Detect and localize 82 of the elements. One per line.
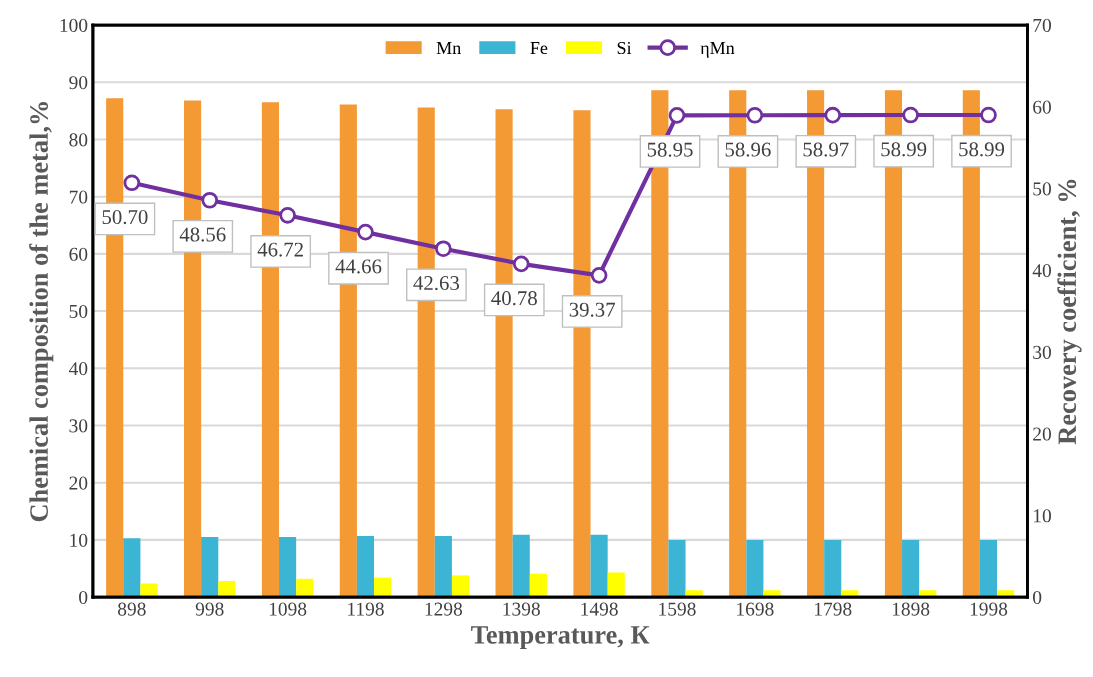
point	[435, 240, 452, 258]
bar	[902, 539, 920, 598]
bar	[451, 575, 470, 598]
data-label: 50.70	[102, 210, 148, 225]
bar	[123, 538, 141, 598]
y-tick-label: 0	[79, 590, 88, 605]
bar	[668, 539, 686, 598]
x-tick-label: 1798	[815, 602, 852, 616]
data-label: 44.66	[335, 259, 382, 274]
x-tick-label: 1998	[970, 602, 1008, 616]
x-tick-label: 1898	[892, 602, 930, 616]
bar	[763, 590, 781, 598]
y-tick-label: 20	[69, 476, 88, 490]
bar	[218, 581, 236, 598]
data-label: 39.37	[569, 302, 615, 317]
bar	[824, 539, 842, 598]
y2-axis-title: Recovery coefficient, %	[1057, 179, 1082, 445]
y-tick-label: 50	[69, 304, 88, 319]
y-tick-label: 30	[69, 419, 88, 433]
x-tick-label: 1498	[581, 602, 618, 616]
bar	[279, 537, 297, 598]
y2-tick-label: 40	[1032, 264, 1051, 278]
y-tick-label: 90	[69, 76, 88, 90]
bar	[607, 572, 625, 598]
point	[824, 106, 842, 124]
bar	[512, 534, 530, 598]
x-tick-label: 898	[118, 602, 146, 616]
bar	[529, 573, 547, 598]
y-tick-label: 70	[69, 190, 88, 204]
y-tick-label: 100	[60, 18, 88, 32]
bar	[140, 583, 158, 598]
data-label: 58.99	[881, 142, 927, 157]
y-tick-label: 80	[69, 133, 88, 147]
data-label: 48.56	[179, 227, 226, 242]
point	[123, 174, 141, 192]
bar	[746, 539, 764, 598]
point	[668, 107, 686, 124]
data-label: 58.95	[647, 142, 693, 157]
legend-label: Fe	[530, 42, 548, 55]
bar	[201, 537, 219, 598]
point	[201, 191, 219, 209]
x-tick-label: 1398	[503, 602, 540, 616]
point	[902, 106, 919, 124]
point	[746, 106, 764, 124]
y2-tick-label: 50	[1033, 182, 1051, 196]
x-tick-label: 1098	[269, 602, 307, 616]
bar	[296, 578, 314, 598]
point	[512, 255, 530, 273]
bar	[374, 577, 392, 598]
y2-tick-label: 60	[1033, 100, 1051, 114]
y-tick-label: 60	[69, 247, 88, 261]
data-label: 46.72	[257, 242, 303, 257]
y2-tick-label: 20	[1033, 427, 1051, 441]
bar	[979, 539, 998, 598]
bar	[590, 534, 608, 598]
data-label: 40.78	[491, 291, 537, 306]
point	[279, 206, 296, 224]
data-label: 58.96	[725, 142, 771, 157]
x-tick-label: 1698	[737, 602, 774, 616]
legend-label: Si	[617, 41, 632, 55]
y-tick-label: 10	[70, 533, 88, 547]
y-tick-label: 40	[68, 362, 88, 376]
point	[980, 106, 997, 124]
x-axis-title: Temperature, К	[471, 626, 650, 650]
point	[357, 223, 374, 241]
x-tick-label: 998	[195, 602, 224, 616]
bar	[434, 535, 452, 598]
x-tick-label: 1598	[659, 602, 696, 616]
y2-tick-label: 0	[1033, 590, 1042, 605]
legend-label: Mn	[436, 42, 461, 54]
data-label: 58.97	[803, 142, 849, 157]
y-axis-title: Chemical composition of the metal,%	[29, 102, 54, 522]
data-label: 42.63	[413, 276, 460, 291]
x-tick-label: 1198	[348, 602, 384, 616]
x-tick-label: 1298	[425, 602, 463, 616]
y2-tick-label: 70	[1033, 18, 1051, 32]
y2-tick-label: 10	[1033, 509, 1051, 523]
point	[590, 267, 608, 284]
y2-tick-label: 30	[1033, 345, 1051, 359]
legend-label: ηMn	[700, 42, 735, 58]
bar	[356, 535, 375, 598]
data-label: 58.99	[959, 142, 1005, 157]
